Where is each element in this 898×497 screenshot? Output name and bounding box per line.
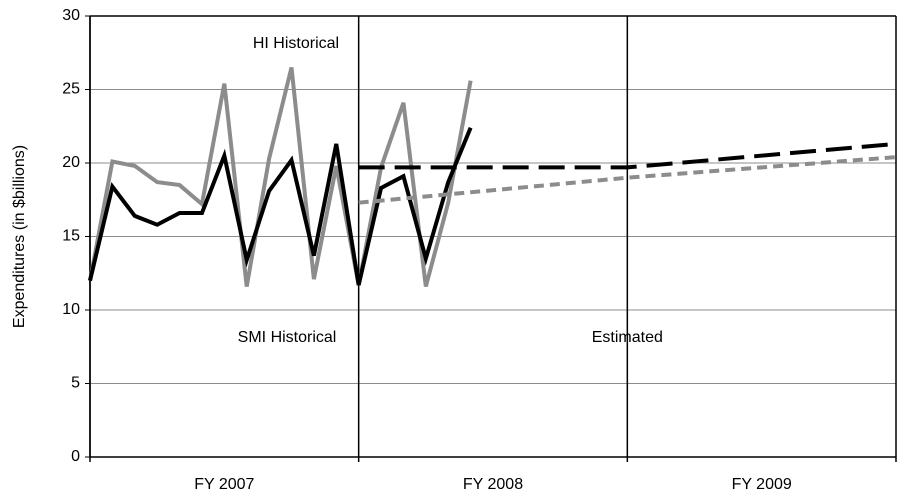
- y-tick-label: 20: [62, 154, 80, 171]
- annotation: HI Historical: [253, 35, 339, 52]
- x-tick-label: FY 2008: [463, 476, 523, 493]
- y-tick-label: 0: [71, 448, 80, 465]
- x-tick-label: FY 2009: [732, 476, 792, 493]
- series-line: [88, 66, 473, 287]
- y-axis-label: Expenditures (in $billions): [11, 145, 28, 328]
- annotation: Estimated: [592, 329, 663, 346]
- y-tick-label: 10: [62, 301, 80, 318]
- series-line: [358, 155, 897, 205]
- y-tick-label: 5: [71, 375, 80, 392]
- x-tick-label: FY 2007: [194, 476, 254, 493]
- y-tick-label: 30: [62, 7, 80, 24]
- series-line: [358, 141, 897, 170]
- annotation: SMI Historical: [238, 329, 337, 346]
- y-tick-label: 15: [62, 228, 80, 245]
- y-tick-label: 25: [62, 81, 80, 98]
- series-line: [88, 126, 473, 286]
